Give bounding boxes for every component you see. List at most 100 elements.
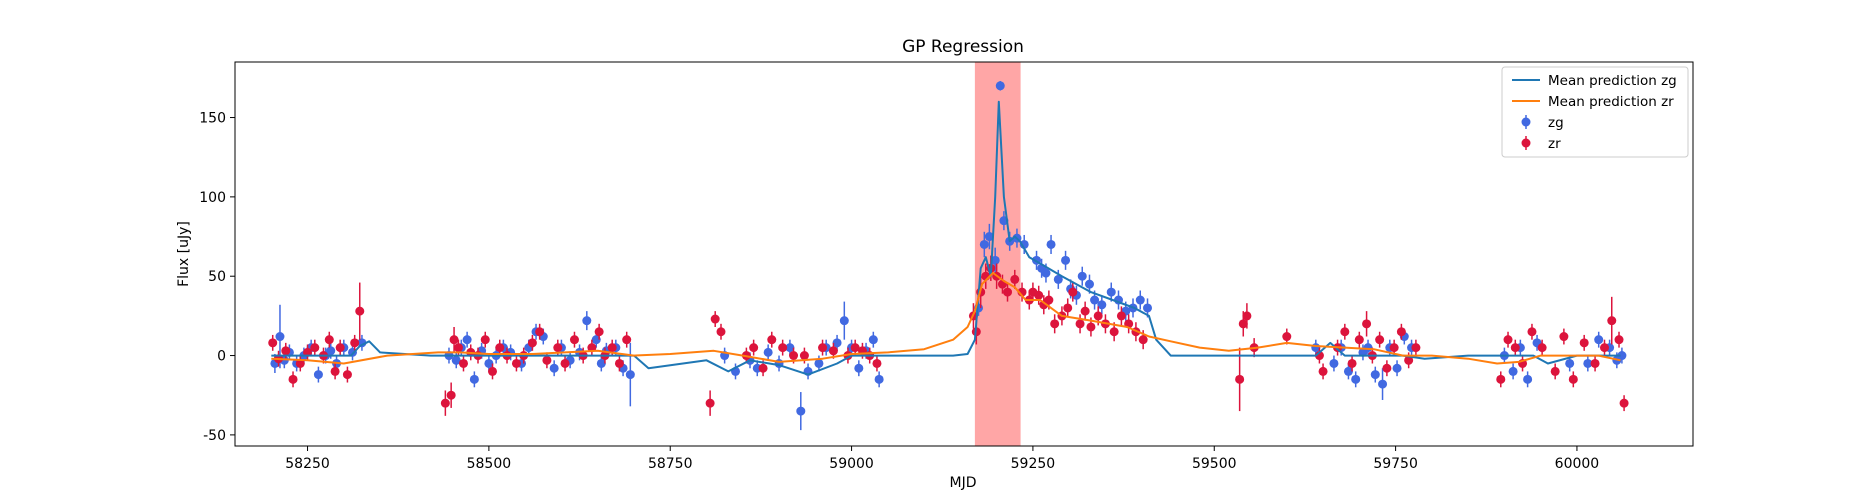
data-point xyxy=(594,327,604,337)
data-point xyxy=(1077,271,1087,281)
data-point xyxy=(1343,366,1353,376)
data-point xyxy=(1135,295,1145,305)
legend-entry: Mean prediction zr xyxy=(1512,94,1674,110)
data-point xyxy=(1084,279,1094,289)
data-point xyxy=(874,374,884,384)
data-point xyxy=(569,335,579,345)
data-point xyxy=(984,232,994,242)
data-point xyxy=(1565,358,1575,368)
data-point xyxy=(335,343,345,353)
data-point xyxy=(818,343,828,353)
data-point xyxy=(453,343,463,353)
data-point xyxy=(582,316,592,326)
legend-entry: Mean prediction zg xyxy=(1512,73,1677,89)
data-point xyxy=(758,363,768,373)
data-point xyxy=(763,347,773,357)
data-point xyxy=(1559,332,1569,342)
x-tick-label: 59000 xyxy=(829,456,874,472)
data-point xyxy=(451,355,461,365)
x-tick-label: 58500 xyxy=(467,456,512,472)
data-point xyxy=(1347,358,1357,368)
data-point xyxy=(330,366,340,376)
axes-frame xyxy=(234,61,1694,447)
data-point xyxy=(1389,343,1399,353)
data-point xyxy=(1063,303,1073,313)
data-point xyxy=(1235,374,1245,384)
legend-label: zr xyxy=(1548,136,1561,152)
y-tick-label: 50 xyxy=(208,269,226,285)
data-point xyxy=(1508,366,1518,376)
data-point xyxy=(553,343,563,353)
data-point xyxy=(587,343,597,353)
data-point xyxy=(542,355,552,365)
data-point xyxy=(1138,335,1148,345)
data-point xyxy=(1106,287,1116,297)
legend-box xyxy=(1501,66,1689,158)
data-point xyxy=(355,306,365,316)
data-point xyxy=(295,358,305,368)
data-point xyxy=(868,335,878,345)
data-point xyxy=(549,363,559,373)
data-point xyxy=(1351,374,1361,384)
data-point xyxy=(979,239,989,249)
data-point xyxy=(1568,374,1578,384)
data-point xyxy=(1590,358,1600,368)
data-point xyxy=(1404,355,1414,365)
data-point xyxy=(268,338,278,348)
data-point xyxy=(1061,255,1071,265)
data-point xyxy=(1282,332,1292,342)
data-point xyxy=(596,358,606,368)
data-point xyxy=(535,327,545,337)
data-point xyxy=(785,343,795,353)
data-point xyxy=(440,398,450,408)
data-point xyxy=(488,366,498,376)
data-point xyxy=(1090,295,1100,305)
data-point xyxy=(767,335,777,345)
data-point xyxy=(1583,358,1593,368)
data-point xyxy=(1370,370,1380,380)
data-point xyxy=(749,343,759,353)
data-point xyxy=(1607,316,1617,326)
data-point xyxy=(1068,287,1078,297)
data-point xyxy=(850,343,860,353)
legend: Mean prediction zg Mean prediction zr zg zr xyxy=(1501,66,1689,158)
y-axis-label: Flux [uJy] xyxy=(176,221,192,287)
series-line xyxy=(271,272,1621,365)
y-tick-label: 100 xyxy=(199,190,226,206)
data-point xyxy=(1614,335,1624,345)
data-point xyxy=(1537,343,1547,353)
data-point xyxy=(1503,335,1513,345)
data-point xyxy=(1046,239,1056,249)
plot-content xyxy=(268,62,1629,446)
data-point xyxy=(1093,311,1103,321)
axes: 58250 58500 58750 59000 59250 59500 59750 60000… xyxy=(199,61,1694,472)
y-tick-label: 150 xyxy=(199,111,226,127)
data-point xyxy=(1010,274,1020,284)
data-point xyxy=(449,335,459,345)
data-point xyxy=(495,343,505,353)
data-point xyxy=(1109,327,1119,337)
data-point xyxy=(281,346,291,356)
series-zr-points xyxy=(268,255,1629,416)
data-point xyxy=(1041,268,1051,278)
data-point xyxy=(480,335,490,345)
data-point xyxy=(1396,327,1406,337)
data-point xyxy=(342,370,352,380)
data-point xyxy=(324,335,334,345)
x-tick-label: 59250 xyxy=(1011,456,1056,472)
legend-entry: zg xyxy=(1521,115,1564,131)
data-point xyxy=(1362,319,1372,329)
data-point xyxy=(1003,287,1013,297)
data-point xyxy=(607,343,617,353)
data-point xyxy=(1594,335,1604,345)
data-point xyxy=(1523,374,1533,384)
data-point xyxy=(872,358,882,368)
data-point xyxy=(1116,311,1126,321)
data-point xyxy=(1329,358,1339,368)
x-tick-label: 59500 xyxy=(1192,456,1237,472)
plot-area xyxy=(268,62,1629,446)
legend-entry: zr xyxy=(1521,136,1561,152)
x-tick-label: 58250 xyxy=(285,456,330,472)
data-point xyxy=(350,338,360,348)
